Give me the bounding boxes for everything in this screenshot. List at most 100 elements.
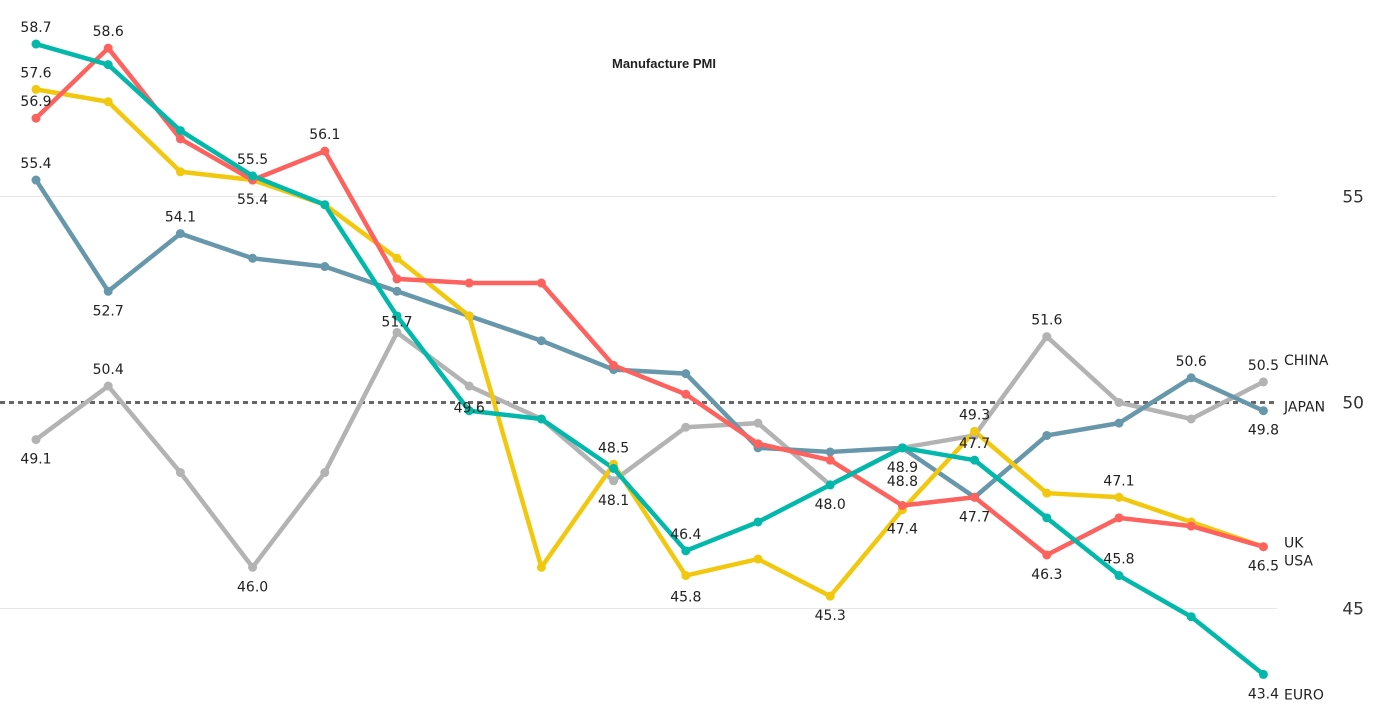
- data-label: 49.6: [454, 401, 485, 417]
- data-label: 43.4: [1248, 686, 1279, 702]
- data-point-euro: [825, 480, 835, 490]
- data-point-japan: [31, 175, 41, 185]
- data-label: 47.7: [959, 436, 990, 452]
- data-label: 46.3: [1031, 567, 1062, 583]
- data-point-euro: [753, 517, 763, 527]
- series-line-euro: [33, 41, 1266, 677]
- data-point-usa: [825, 455, 835, 465]
- chart-title: Manufacture PMI: [612, 56, 716, 71]
- data-point-usa: [681, 389, 691, 399]
- data-label: 50.6: [1176, 354, 1207, 370]
- series-names: CHINA JAPAN UK USA EURO: [1283, 353, 1329, 704]
- data-point-euro: [681, 546, 691, 556]
- data-label: 48.8: [887, 474, 918, 490]
- data-point-euro: [536, 414, 546, 424]
- data-point-euro: [1042, 513, 1052, 523]
- data-point-usa: [536, 278, 546, 288]
- data-point-china: [1114, 398, 1124, 407]
- data-point-uk: [536, 562, 546, 572]
- data-point-usa: [609, 360, 619, 370]
- data-point-uk: [825, 591, 835, 601]
- series-name-euro: EURO: [1284, 687, 1324, 703]
- series-line-china: [33, 330, 1266, 570]
- data-point-uk: [392, 253, 402, 263]
- data-point-usa: [175, 134, 185, 144]
- data-point-china: [31, 435, 41, 445]
- data-label: 46.5: [1248, 559, 1279, 575]
- data-label: 49.1: [20, 452, 51, 468]
- y-axis-ticks: 45 50 55: [1342, 188, 1364, 620]
- data-point-china: [609, 476, 619, 486]
- data-point-china: [392, 327, 402, 337]
- data-point-euro: [1114, 571, 1124, 581]
- data-label: 47.7: [959, 509, 990, 525]
- data-label: 51.6: [1031, 313, 1062, 329]
- data-point-japan: [536, 336, 546, 346]
- data-point-usa: [753, 439, 763, 449]
- data-point-usa: [464, 278, 474, 288]
- series-line-japan: [33, 177, 1266, 500]
- data-point-usa: [897, 501, 907, 510]
- data-point-usa: [1042, 550, 1052, 560]
- data-point-china: [681, 422, 691, 432]
- data-point-usa: [1114, 513, 1124, 523]
- data-label: 55.5: [237, 152, 268, 168]
- data-point-usa: [103, 43, 113, 53]
- data-point-euro: [1186, 612, 1196, 622]
- data-point-china: [464, 381, 474, 391]
- data-point-china: [103, 381, 113, 391]
- data-point-japan: [1258, 406, 1268, 416]
- data-label: 58.6: [93, 24, 124, 40]
- data-label: 46.4: [670, 527, 701, 543]
- data-point-japan: [1042, 430, 1052, 440]
- data-labels: 49.1 50.4 46.0 51.7 48.1 51.6 50.5 55.4 52.7 54.1…: [20, 20, 1279, 702]
- data-label: 58.7: [20, 20, 51, 36]
- data-point-japan: [681, 369, 691, 379]
- data-point-japan: [175, 229, 185, 239]
- data-point-uk: [103, 97, 113, 107]
- series-name-uk: UK: [1284, 536, 1304, 552]
- data-point-uk: [1042, 488, 1052, 498]
- data-point-china: [1258, 377, 1268, 387]
- data-label: 46.0: [237, 579, 268, 595]
- series-points: [31, 39, 1268, 679]
- y-tick-label: 55: [1342, 188, 1364, 208]
- data-label: 56.1: [309, 127, 340, 143]
- data-label: 55.4: [20, 156, 51, 172]
- data-point-euro: [392, 311, 402, 321]
- data-label: 55.4: [237, 192, 268, 208]
- data-label: 47.1: [1103, 473, 1134, 489]
- data-point-japan: [1186, 373, 1196, 383]
- y-tick-label: 45: [1342, 600, 1364, 620]
- data-point-usa: [31, 113, 41, 123]
- data-label: 48.0: [815, 497, 846, 513]
- data-label: 57.6: [20, 65, 51, 81]
- data-point-usa: [392, 274, 402, 284]
- series-line-usa: [33, 45, 1266, 558]
- series-name-usa: USA: [1284, 554, 1313, 570]
- data-label: 52.7: [93, 303, 124, 319]
- data-label: 50.5: [1248, 358, 1279, 374]
- data-point-usa: [320, 146, 330, 156]
- data-point-euro: [31, 39, 41, 49]
- data-point-japan: [320, 262, 330, 272]
- data-label: 48.1: [598, 493, 629, 509]
- data-label: 48.5: [598, 440, 629, 456]
- series-name-china: CHINA: [1284, 353, 1329, 369]
- data-point-euro: [464, 406, 474, 416]
- data-point-uk: [970, 426, 980, 436]
- data-point-euro: [970, 455, 980, 465]
- data-point-china: [320, 468, 330, 478]
- data-point-usa: [1186, 521, 1196, 531]
- data-label: 45.8: [1103, 552, 1134, 568]
- data-label: 45.3: [815, 608, 846, 624]
- data-point-uk: [753, 554, 763, 564]
- data-point-euro: [320, 200, 330, 210]
- data-point-euro: [609, 463, 619, 473]
- data-point-usa: [970, 492, 980, 502]
- data-point-euro: [103, 60, 113, 70]
- data-point-euro: [248, 171, 258, 181]
- data-point-uk: [175, 167, 185, 177]
- data-point-usa: [1258, 542, 1268, 552]
